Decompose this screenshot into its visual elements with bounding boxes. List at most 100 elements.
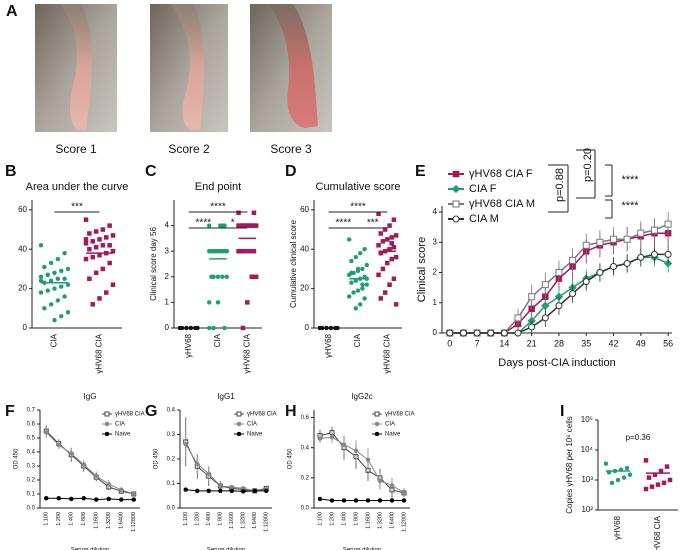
- x-tick-label: 1:800: [218, 512, 224, 526]
- x-tick-label: γHV68 CIA: [653, 515, 662, 550]
- data-point: [236, 210, 241, 216]
- x-tick-label: 28: [554, 338, 564, 348]
- data-point: [317, 496, 323, 502]
- annotation: ****: [621, 200, 639, 212]
- x-tick-label: γHV68: [324, 333, 333, 358]
- y-tick-label: 60: [300, 205, 309, 214]
- y-tick-label: 0: [305, 323, 310, 332]
- data-point: [251, 210, 257, 216]
- data-point: [380, 266, 386, 272]
- y-tick-label: 0.0: [167, 506, 176, 512]
- data-point: [393, 254, 399, 260]
- data-point: [487, 329, 495, 337]
- data-point: [528, 293, 536, 301]
- x-tick-label: 14: [499, 338, 509, 348]
- y-axis-label: OD 450: [14, 448, 20, 469]
- data-point: [661, 480, 667, 486]
- data-point: [637, 253, 645, 261]
- x-tick-label: CIA: [50, 333, 59, 347]
- data-point: [119, 487, 124, 493]
- x-tick-label: 1:200: [329, 512, 335, 526]
- data-point: [213, 248, 219, 254]
- data-point: [341, 498, 347, 503]
- y-tick-label: 0.4: [301, 445, 310, 451]
- legend-marker: [104, 411, 110, 417]
- data-point: [42, 264, 47, 270]
- data-point: [195, 461, 200, 467]
- data-point: [242, 248, 248, 254]
- data-point: [391, 276, 397, 282]
- x-axis-label: Serum dilution: [207, 548, 245, 550]
- significance-label: ****: [196, 218, 212, 229]
- data-point: [541, 314, 549, 322]
- y-tick-label: 0.2: [27, 478, 36, 484]
- y-axis-label: Copies γHV68 per 10⁶ cells: [565, 416, 574, 514]
- data-point: [206, 488, 211, 494]
- x-axis-label: Days post-CIA induction: [498, 357, 615, 369]
- data-point: [569, 290, 577, 298]
- legend-marker: [236, 421, 242, 427]
- chart-title: Area under the curve: [26, 181, 129, 193]
- x-tick-label: 1:3200: [106, 512, 112, 529]
- data-point: [87, 276, 92, 282]
- legend-marker: [236, 411, 242, 417]
- x-tick-label: 1:200: [195, 512, 201, 526]
- data-point: [69, 451, 74, 456]
- data-point: [220, 223, 225, 228]
- data-point: [346, 237, 352, 242]
- y-tick-label: 40: [300, 244, 309, 253]
- data-point: [353, 254, 359, 260]
- x-tick-label: 1:800: [353, 512, 359, 526]
- significance-label: *: [231, 218, 235, 229]
- significance-label: ***: [367, 218, 379, 229]
- y-tick-label: 4: [433, 207, 438, 216]
- y-tick-label: 0.1: [167, 481, 176, 487]
- legend-marker: [104, 421, 110, 427]
- data-point: [667, 477, 673, 483]
- x-tick-label: 1:12800: [131, 512, 137, 532]
- data-point: [389, 241, 394, 246]
- data-point: [360, 282, 365, 287]
- data-point: [362, 246, 367, 252]
- x-tick-label: 35: [581, 338, 591, 348]
- data-point: [541, 281, 549, 289]
- data-point: [353, 448, 359, 453]
- chart-title: Cumulative score: [316, 181, 401, 193]
- x-tick-label: 1:100: [317, 512, 323, 526]
- data-point: [664, 220, 672, 228]
- annotation: p=0.88: [554, 168, 566, 202]
- legend-label: Naive: [115, 432, 131, 438]
- data-point: [218, 483, 223, 489]
- data-point: [83, 241, 89, 246]
- data-point: [364, 262, 370, 268]
- y-tick-label: 0.3: [167, 432, 176, 438]
- y-axis-label: OD 450: [154, 448, 160, 469]
- data-point: [391, 245, 397, 250]
- data-point: [44, 430, 49, 435]
- data-point: [346, 294, 352, 299]
- legend-marker: [374, 411, 380, 417]
- y-tick-label: 20: [18, 284, 27, 293]
- data-point: [56, 495, 61, 501]
- data-point: [62, 294, 67, 299]
- y-tick-label: 2: [433, 268, 438, 277]
- data-point: [385, 260, 390, 266]
- data-point: [93, 229, 99, 234]
- x-axis-label: Serum dilution: [71, 548, 109, 550]
- y-tick-label: 10³: [581, 475, 593, 484]
- data-point: [555, 269, 563, 277]
- x-tick-label: 1:200: [56, 512, 62, 526]
- y-tick-label: 60: [18, 205, 27, 214]
- data-point: [251, 248, 257, 254]
- data-point: [355, 288, 361, 293]
- data-point: [211, 274, 216, 280]
- data-point: [382, 290, 388, 295]
- significance-label: ****: [210, 202, 226, 213]
- data-point: [65, 266, 71, 272]
- legend-marker: [374, 421, 380, 427]
- data-point: [215, 300, 221, 305]
- x-tick-label: 49: [636, 338, 646, 348]
- data-point: [42, 306, 47, 311]
- y-tick-label: 0.5: [27, 436, 36, 442]
- data-point: [364, 282, 370, 287]
